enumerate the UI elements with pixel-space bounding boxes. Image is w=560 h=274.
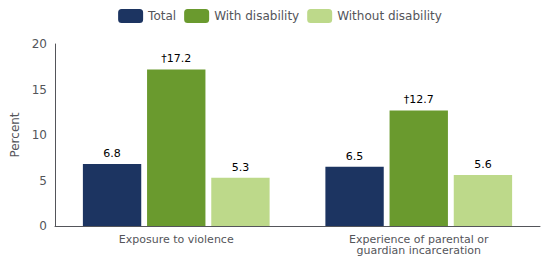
svg-text:6.5: 6.5 xyxy=(346,150,364,163)
svg-text:5.6: 5.6 xyxy=(474,158,492,171)
svg-text:20: 20 xyxy=(32,37,47,51)
svg-text:Exposure to violence: Exposure to violence xyxy=(119,233,234,246)
svg-text:Percent: Percent xyxy=(8,112,22,157)
svg-text:With disability: With disability xyxy=(214,9,299,23)
svg-text:15: 15 xyxy=(32,83,47,97)
svg-text:0: 0 xyxy=(39,219,47,233)
svg-text:5: 5 xyxy=(39,174,47,188)
svg-text:10: 10 xyxy=(32,128,47,142)
svg-text:5.3: 5.3 xyxy=(232,161,250,174)
svg-text:Without disability: Without disability xyxy=(337,9,442,23)
svg-text:guardian incarceration: guardian incarceration xyxy=(356,244,481,257)
svg-text:Experience of parental or: Experience of parental or xyxy=(349,233,489,246)
svg-text:Total: Total xyxy=(147,9,176,23)
svg-text:†17.2: †17.2 xyxy=(161,52,191,65)
svg-text:†12.7: †12.7 xyxy=(404,93,434,106)
svg-text:6.8: 6.8 xyxy=(103,147,121,160)
